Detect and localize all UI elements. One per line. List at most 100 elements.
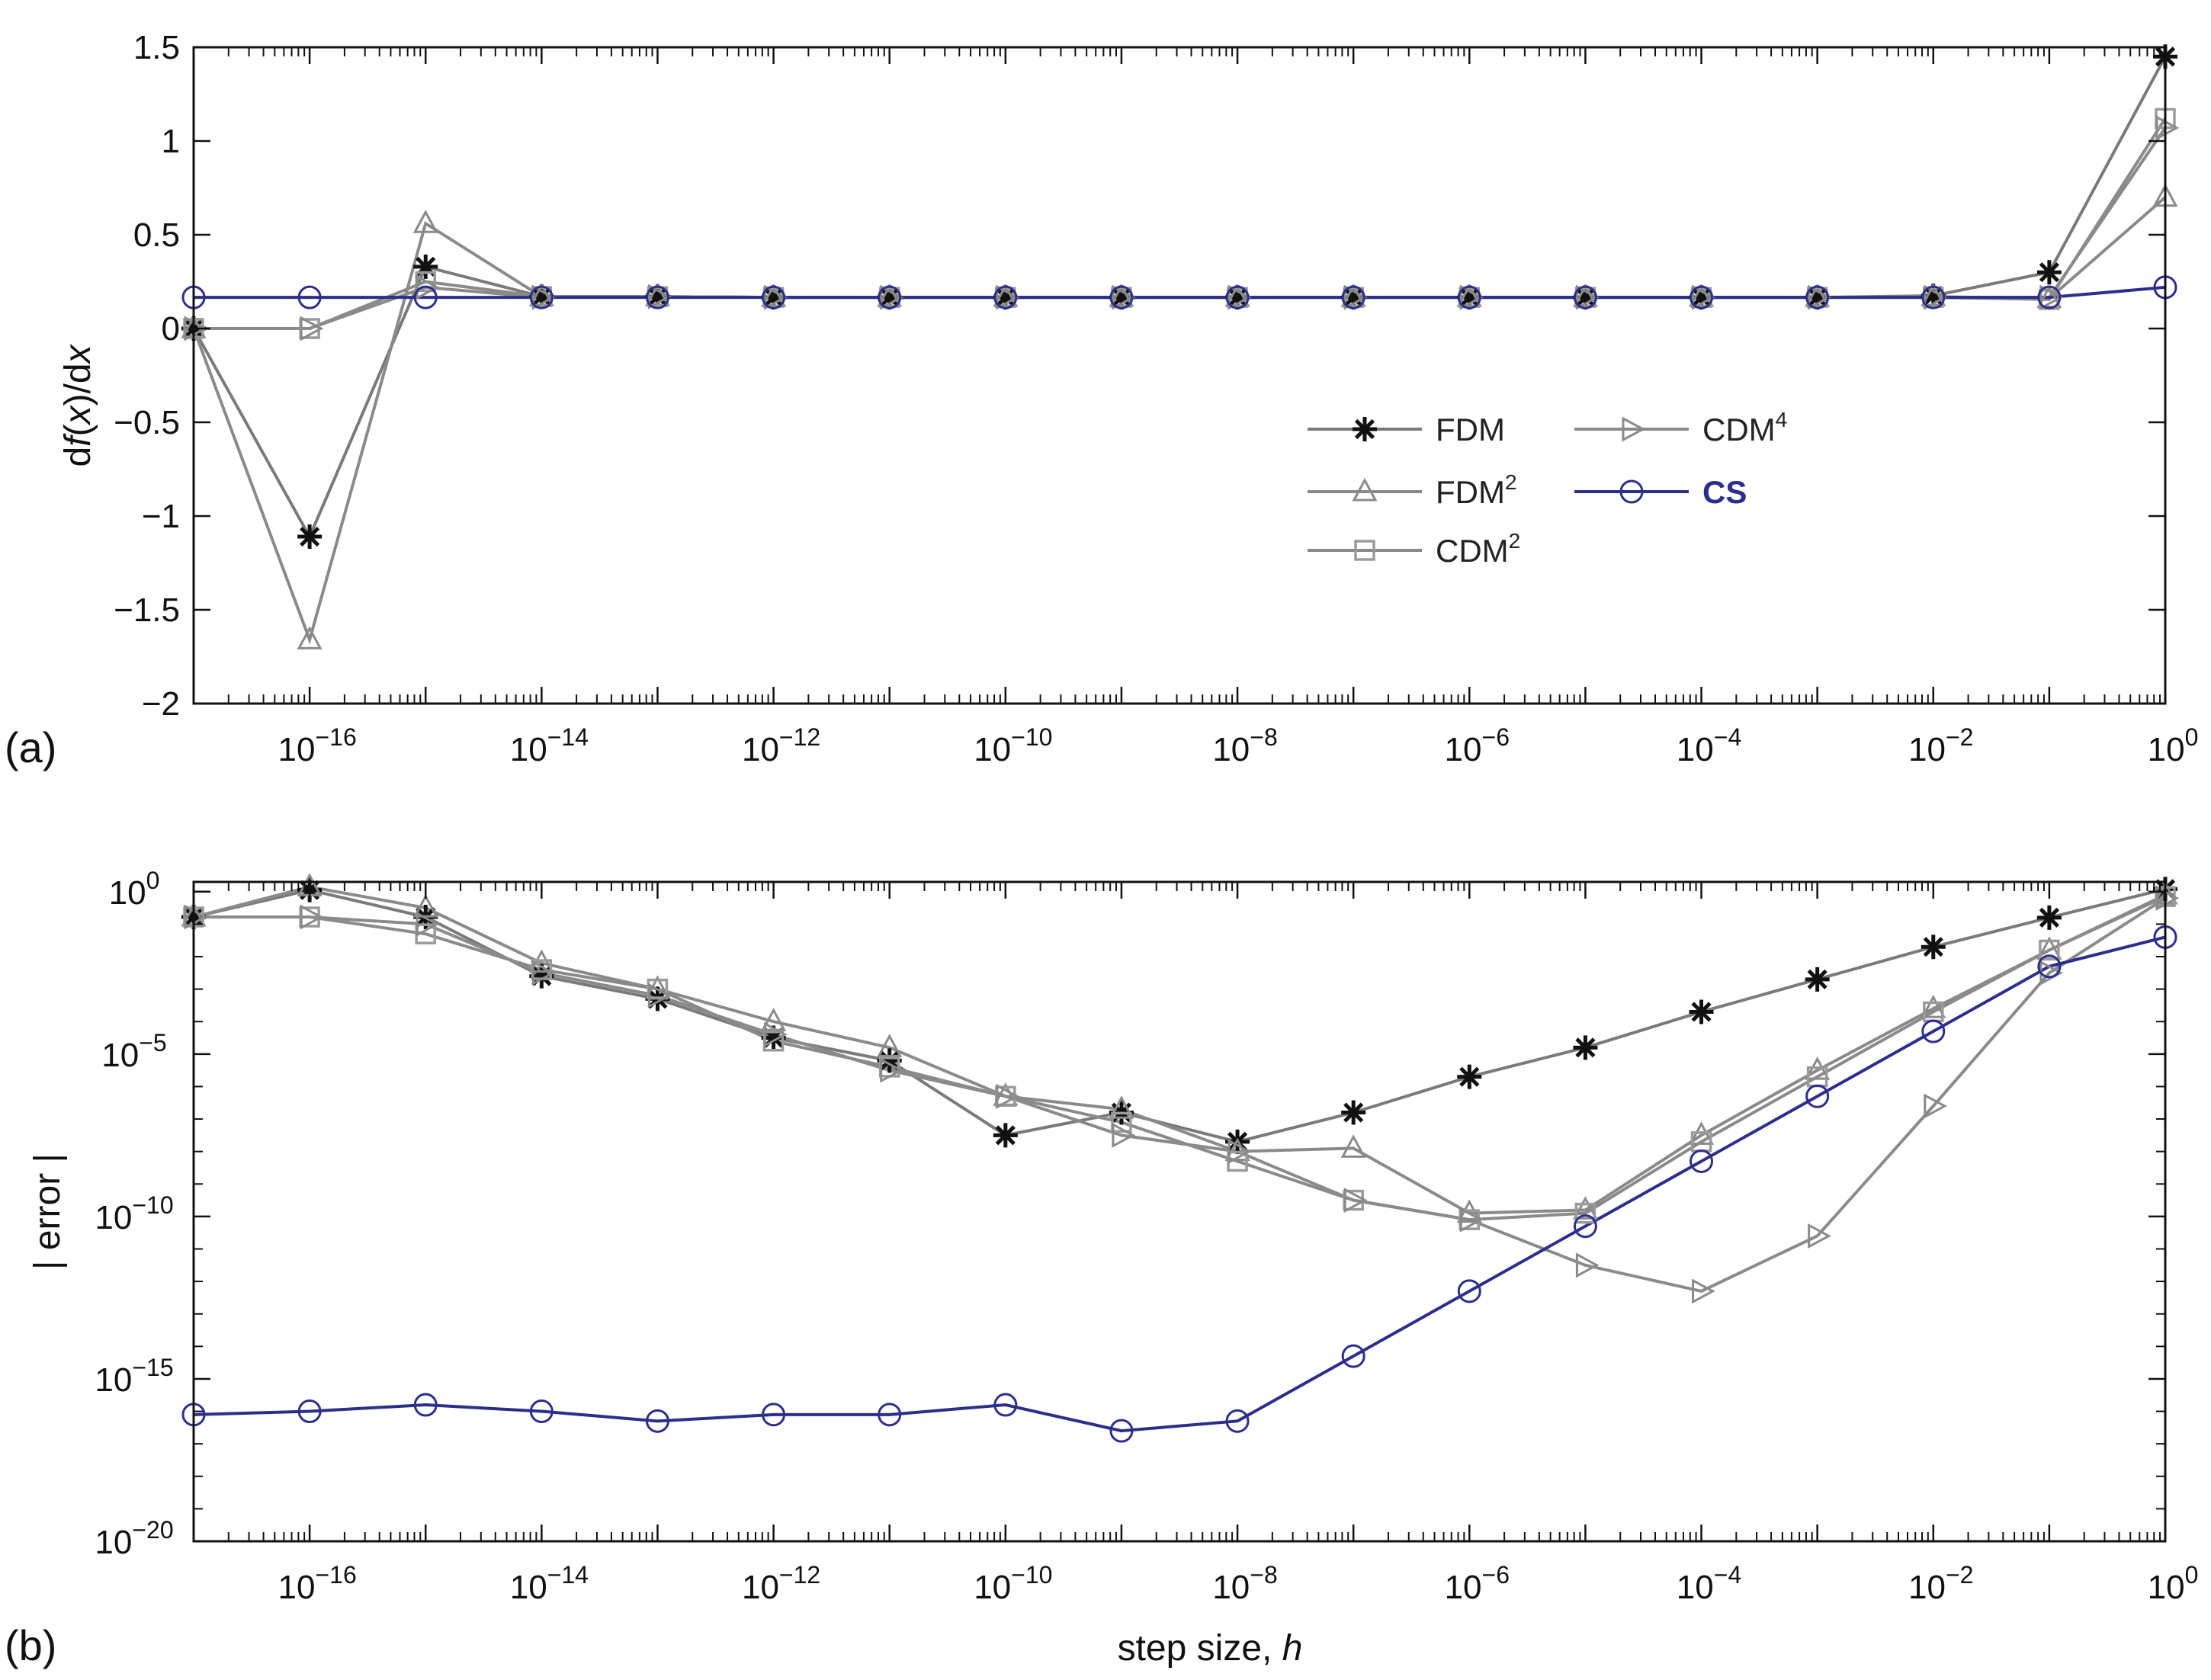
panel-a-point-fdm <box>761 285 786 310</box>
panel-b-y-tick-label: 100 <box>109 867 160 912</box>
panel-b-point-cs <box>1341 1344 1365 1368</box>
panel-a-point-cdm4 <box>531 284 556 310</box>
panel-a-point-cdm4 <box>1112 284 1136 310</box>
panel-a-series-line-cs <box>194 285 2166 300</box>
panel-b-point-fdm <box>1689 999 1714 1024</box>
panel-a-point-cdm4 <box>416 274 440 300</box>
panel-a-x-tick-label: 100 <box>2148 723 2199 768</box>
panel-b-point-cdm4 <box>1343 1188 1368 1214</box>
panel-a-x-tick-label: 10−16 <box>278 723 357 768</box>
panel-a-point-cs <box>1921 285 1946 309</box>
panel-b-point-cs <box>2037 954 2062 979</box>
panel-a-x-tick-label: 10−12 <box>742 723 820 768</box>
panel-b-point-cs <box>1805 1084 1830 1108</box>
panel-a-point-cs <box>1109 285 1134 309</box>
panel-a-point-fdm <box>1457 285 1482 310</box>
panel-b-point-fdm <box>1805 967 1830 992</box>
panel-a-point-fdm <box>1109 285 1134 310</box>
panel-b-point-cdm4 <box>184 904 208 930</box>
panel-b-series-line-fdm <box>193 887 2166 1143</box>
panel-b-x-tick-label: 10−4 <box>1677 1561 1741 1606</box>
legend-label-fdm2: FDM2 <box>1436 470 1517 510</box>
panel-b-point-fdm <box>1457 1064 1482 1089</box>
panel-b-point-cdm4 <box>2155 885 2180 911</box>
panel-b-point-cdm4 <box>1227 1139 1252 1165</box>
panel-b-point-cs <box>1921 1019 1946 1044</box>
panel-b-point-cs <box>529 1399 554 1424</box>
panel-b-y-tick-label: 10−5 <box>101 1029 166 1074</box>
panel-b-point-fdm <box>1921 935 1946 960</box>
panel-a-point-cdm4 <box>184 316 208 341</box>
panel-b-point-cdm4 <box>531 960 556 986</box>
panel-b-point-fdm2 <box>1340 1134 1366 1158</box>
panel-a-point-cdm4 <box>880 284 903 310</box>
panel-b-chart: 10−16 10−14 10−12 10−10 10−8 10−6 10−4 10−2 100 1… <box>5 867 2198 1669</box>
panel-a-point-cdm4 <box>647 284 672 309</box>
panel-b-point-fdm2 <box>877 1034 903 1057</box>
panel-b-point-cdm2 <box>1574 1202 1596 1224</box>
panel-a-point-fdm2 <box>412 210 438 233</box>
legend-marker-cs <box>1619 479 1644 504</box>
panel-b-y-tick-label: 10−15 <box>95 1354 173 1399</box>
panel-a-point-cs <box>2037 285 2062 309</box>
panel-a-point-cs <box>993 285 1018 309</box>
panel-a-point-fdm <box>877 285 902 310</box>
panel-a-y-tick-label: −0.5 <box>114 404 180 441</box>
panel-b-series-line-cs <box>193 935 2166 1433</box>
panel-b-point-cs <box>1457 1279 1481 1303</box>
panel-a-point-cs <box>878 285 902 309</box>
panel-b-point-cdm4 <box>1924 1093 1947 1119</box>
panel-a-x-tick-label: 10−10 <box>974 723 1052 768</box>
panel-b-point-fdm <box>993 1123 1018 1148</box>
panel-b-point-cdm4 <box>764 1021 788 1047</box>
panel-a-point-cs <box>297 285 322 309</box>
panel-b-point-cdm4 <box>1459 1207 1484 1233</box>
panel-a-point-cdm4 <box>764 284 788 310</box>
panel-b-point-cdm4 <box>1808 1223 1831 1249</box>
panel-a-point-cdm4 <box>1459 284 1484 310</box>
panel-b-y-tick-label: 10−10 <box>95 1191 173 1236</box>
panel-b-point-cs <box>878 1403 902 1427</box>
legend-marker-fdm <box>1353 417 1377 441</box>
panel-a-point-cdm4 <box>1924 284 1947 310</box>
panel-a-chart: 10−16 10−14 10−12 10−10 10−8 10−6 10−4 10−2 1001… <box>5 29 2198 771</box>
panel-b-point-fdm2 <box>412 893 438 918</box>
panel-b-point-cs <box>1573 1214 1597 1239</box>
panel-a-point-cs <box>1573 285 1597 309</box>
panel-a-point-cdm4 <box>996 284 1019 310</box>
panel-b-point-fdm <box>761 1025 786 1050</box>
panel-a-series-line-fdm2 <box>192 196 2167 645</box>
panel-a-point-cdm4 <box>1692 284 1715 310</box>
panel-b-point-cdm4 <box>1112 1122 1136 1148</box>
panel-b-y-tick-label: 10−20 <box>95 1516 173 1561</box>
panel-b-point-fdm <box>1341 1100 1366 1125</box>
panel-a-point-fdm2 <box>297 626 323 649</box>
panel-a-point-cdm4 <box>2155 115 2180 141</box>
panel-a-x-tick-label: 10−8 <box>1212 723 1277 768</box>
panel-b-x-tick-label: 10−16 <box>278 1561 357 1606</box>
panel-a-point-fdm <box>645 284 670 309</box>
panel-a-y-tick-label: −1 <box>142 498 180 535</box>
panel-a-point-fdm <box>529 284 554 309</box>
panel-b-point-fdm2 <box>1572 1196 1598 1220</box>
panel-b-point-fdm2 <box>1109 1095 1134 1119</box>
panel-b-point-cdm2 <box>1111 1111 1132 1133</box>
panel-b-point-fdm2 <box>1921 995 1946 1018</box>
panel-b-point-cdm4 <box>300 904 324 930</box>
panel-a-y-tick-label: 1 <box>162 123 180 160</box>
panel-b-point-fdm2 <box>761 1008 787 1031</box>
panel-a-y-axis-label: df(x)/dx <box>58 343 98 466</box>
panel-a-y-tick-label: −1.5 <box>114 592 180 629</box>
panel-b-point-cdm4 <box>1692 1278 1715 1304</box>
panel-a-x-tick-label: 10−14 <box>510 723 589 768</box>
panel-a-x-tick-label: 10−6 <box>1445 723 1510 768</box>
panel-b-label: (b) <box>5 1621 56 1669</box>
panel-b-point-fdm2 <box>1224 1137 1250 1162</box>
panel-b-series-line-fdm2 <box>193 885 2166 1215</box>
panel-a-point-fdm <box>1921 283 1946 308</box>
panel-a-point-cs <box>1690 285 1714 309</box>
panel-a-point-fdm <box>413 254 438 279</box>
panel-a-point-fdm2 <box>2036 284 2062 309</box>
panel-a-y-tick-label: 0.5 <box>133 216 180 254</box>
